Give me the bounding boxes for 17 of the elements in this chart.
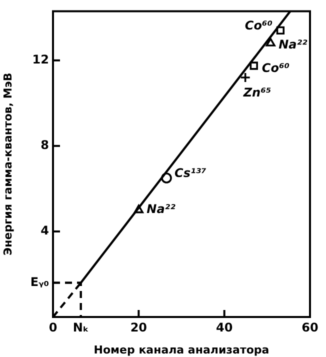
annotation: Zn⁶⁵ [242, 86, 272, 100]
x-tick-label: 0 [48, 320, 58, 334]
annotation: Cs¹³⁷ [174, 166, 207, 180]
y-tick-label: 8 [40, 138, 49, 152]
y-tick-label: 12 [32, 52, 49, 67]
x-axis-title: Номер канала анализатора [94, 343, 270, 356]
annotation: Na²² [278, 37, 308, 52]
annotation: Co⁶⁰ [262, 60, 290, 75]
y-axis-title: Энергия гамма-квантов, МэВ [1, 72, 14, 256]
x-tick-label: 40 [216, 320, 233, 334]
annotation: Co⁶⁰ [244, 18, 274, 33]
y-tick-label: 4 [40, 224, 49, 238]
x-tick-label: 20 [130, 320, 148, 334]
y-tick-label: Eᵧ₀ [30, 274, 49, 289]
annotation: Na²² [146, 202, 176, 216]
x-tick-label: 60 [302, 320, 318, 334]
x-tick-label: Nₖ [72, 320, 89, 334]
